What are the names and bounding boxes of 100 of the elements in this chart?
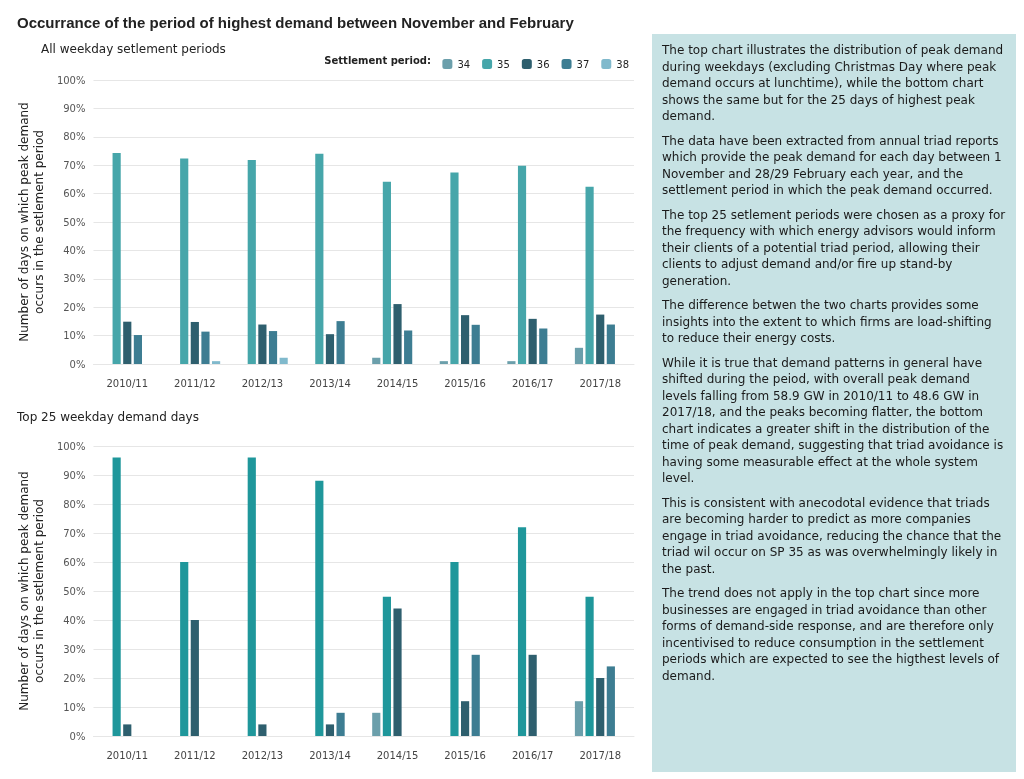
bar [539,328,548,364]
x-tick-label: 2014/15 [376,749,419,761]
y-axis-title: Number of days on which peak demand occurs in the setlement period [16,102,46,342]
x-tick-label: 2010/11 [106,377,149,389]
bar [450,562,459,736]
legend-label: 36 [536,58,550,70]
bar [201,331,210,364]
bar [336,712,345,736]
y-tick-label: 40% [63,244,86,256]
chart-title: Occurrance of the period of highest demand between November and February [17,14,575,31]
bar [336,321,345,364]
x-tick-label: 2012/13 [241,377,284,389]
x-tick-label: 2012/13 [241,749,284,761]
bar [606,324,615,364]
y-tick-label: 70% [63,159,86,171]
legend-label: 38 [616,58,630,70]
x-tick-label: 2014/15 [376,377,419,389]
legend-label: 35 [497,58,510,70]
x-tick-label: 2016/17 [511,749,554,761]
bar [393,608,402,736]
bar [372,357,381,364]
y-tick-label: 100% [56,74,86,86]
y-tick-label: 70% [63,527,86,539]
bar [325,334,335,364]
x-tick-label: 2016/17 [511,377,554,389]
bar [439,361,448,364]
text: While it is true that demand patterns in general have shifted during the peiod, with overall peak demand levels falling from 58.9 GW in 2010/11 to 48.6 GW in 2017/18, and the peaks becoming flatter, the bottom chart indicates a greater shift in the distribution of the time of peak demand, suggesting that triad avoidance is having some measurable effect at the whole system level. [662,354,1005,487]
legend-label: 37 [576,58,590,70]
bar [382,181,391,364]
bar [123,321,132,364]
bar [596,678,605,736]
bar [180,158,189,364]
x-tick-label: 2015/16 [444,749,486,761]
text: The data have been extracted from annual triad reports which provide the peak demand for each day between 1 November and 28/29 February each year, and the settlement period in which the peak demand occurred. [662,132,1003,199]
y-tick-label: 90% [63,102,86,114]
bar [517,527,527,736]
bar [461,315,470,364]
bar [372,712,381,736]
bar [258,324,267,364]
x-tick-label: 2015/16 [444,377,486,389]
bar [528,318,537,364]
y-tick-label: 50% [63,216,86,228]
bar [190,620,199,736]
text: The top 25 setlement periods were chosen as a proxy for the frequency with which energy advisors would inform their clients of a potential triad period, allowing their clients to adjust demand and/or fire up stand-by generation. [662,206,1006,289]
bar [606,666,615,736]
bar [574,347,584,364]
bar [190,321,199,364]
bar [471,654,480,736]
bar [528,654,537,736]
x-tick-label: 2011/12 [174,377,216,389]
x-tick-label: 2013/14 [309,749,351,761]
bar [315,153,324,364]
y-tick-label: 60% [63,556,86,568]
legend-label: 34 [457,58,471,70]
bar [450,172,459,364]
y-tick-label: 100% [56,440,86,452]
bar [585,186,594,364]
y-tick-label: 50% [63,585,86,597]
text: The top chart illustrates the distribution of peak demand during weekdays (excluding Christmas Day where peak demand occurs at lunchtime), while the bottom chart shows the same but for the 25 days of highest peak demand. [662,42,1005,125]
bar [393,304,402,364]
bar [315,480,324,736]
x-tick-label: 2017/18 [579,377,621,389]
text: The difference betwen the two charts provides some insights into the extent to which firms are load-shifting to reduce their energy costs. [662,297,993,347]
y-tick-label: 80% [63,498,86,510]
bar [279,357,288,364]
bar [404,330,413,364]
bar [112,152,121,364]
chart-title: Top 25 weekday demand days [16,410,199,424]
y-tick-label: 90% [63,469,86,481]
bar [258,724,267,736]
text: This is consistent with anecodotal evidence that triads are becoming harder to predict as more companies engage in triad avoidance, reducing the chance that the triad wil occur on SP 35 as was overwhelmingly likely in the past. [662,494,1003,577]
y-tick-label: 10% [63,701,86,713]
chart-subtitle: All weekday setlement periods [41,42,226,56]
bar [123,724,132,736]
y-tick-label: 20% [63,672,86,684]
bar [268,331,278,364]
bar [133,335,142,364]
y-tick-label: 0% [69,730,86,742]
bar [247,457,256,736]
bar [461,701,470,736]
bar [471,324,480,364]
bar [325,724,335,736]
x-tick-label: 2017/18 [579,749,621,761]
x-tick-label: 2011/12 [174,749,216,761]
y-tick-label: 80% [63,131,86,143]
y-tick-label: 40% [63,614,86,626]
x-tick-label: 2013/14 [309,377,351,389]
legend-title: Settlement period: [324,54,432,66]
bar [517,165,527,364]
y-tick-label: 20% [63,301,86,313]
bar [585,596,594,736]
bar [382,596,391,736]
y-tick-label: 0% [69,358,86,370]
bar [507,361,516,364]
y-tick-label: 30% [63,643,86,655]
y-tick-label: 10% [63,330,86,342]
y-tick-label: 30% [63,273,86,285]
bar [212,361,221,364]
bar [574,701,584,736]
bar [247,160,256,364]
